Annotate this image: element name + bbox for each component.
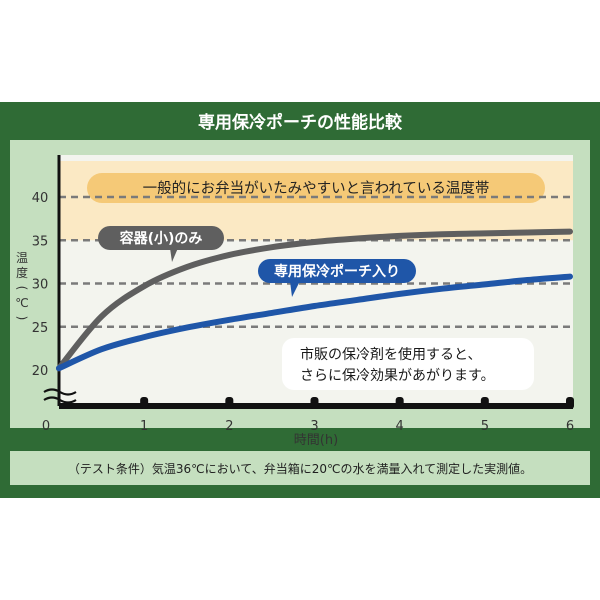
y-tick-label-20: 20 <box>32 364 49 379</box>
x-tick-mark-1 <box>140 397 149 409</box>
series-line-container-small <box>56 228 573 372</box>
x-tick-label-1: 1 <box>140 419 148 434</box>
y-axis-label-char-0: 温 <box>16 251 28 265</box>
x-axis-label: 時間(h) <box>294 433 338 448</box>
danger-temp-band-pill <box>87 173 545 203</box>
series-label-small: 容器(小)のみ <box>119 230 203 247</box>
y-tick-label-35: 35 <box>32 234 49 249</box>
x-tick-mark-6 <box>566 397 574 409</box>
series-label-pouch-bg <box>258 259 416 283</box>
annotation-box <box>282 338 534 390</box>
annotation-line-1: 市販の保冷剤を使用すると、 <box>300 346 481 363</box>
x-tick-label-3: 3 <box>310 419 318 434</box>
x-tick-label-0: 0 <box>42 419 50 434</box>
axes <box>43 155 574 409</box>
x-tick-mark-5 <box>480 397 489 409</box>
x-tick-mark-3 <box>310 397 319 409</box>
y-axis-label-char-2: ( <box>15 286 29 291</box>
series-label-small-bg <box>98 226 224 250</box>
axis-break-icon <box>43 388 77 404</box>
footnote: （テスト条件）気温36℃において、弁当箱に20℃の水を満量入れて測定した実測値。 <box>68 461 532 476</box>
y-tick-label-30: 30 <box>32 278 49 293</box>
chart-title: 専用保冷ポーチの性能比較 <box>198 112 403 133</box>
y-tick-label-40: 40 <box>32 191 49 206</box>
x-tick-label-6: 6 <box>566 419 574 434</box>
danger-temp-band-label: 一般的にお弁当がいたみやすいと言われている温度帯 <box>143 180 490 197</box>
y-axis-label-char-4: ) <box>15 316 29 321</box>
y-axis-label-char-1: 度 <box>16 265 28 280</box>
series-line-pouch <box>56 273 573 372</box>
x-tick-mark-2 <box>225 397 234 409</box>
y-tick-label-25: 25 <box>32 321 49 336</box>
y-tick-labels: 20 25 30 35 40 <box>32 191 49 379</box>
x-tick-labels: 0 1 2 3 4 5 6 <box>42 419 574 434</box>
x-tick-mark-4 <box>395 397 404 409</box>
x-tick-label-4: 4 <box>396 419 404 434</box>
x-tick-label-5: 5 <box>481 419 489 434</box>
y-axis-label-char-3: ℃ <box>15 296 28 310</box>
annotation-line-2: さらに保冷効果があがります。 <box>300 368 495 384</box>
series-label-small-pointer <box>170 248 178 262</box>
series-label-pouch: 専用保冷ポーチ入り <box>274 263 400 280</box>
footnote-bg <box>10 451 590 485</box>
x-tick-label-2: 2 <box>225 419 233 434</box>
y-axis-label: 温度 ( ℃) <box>15 251 29 320</box>
series-label-pouch-pointer <box>290 281 300 297</box>
